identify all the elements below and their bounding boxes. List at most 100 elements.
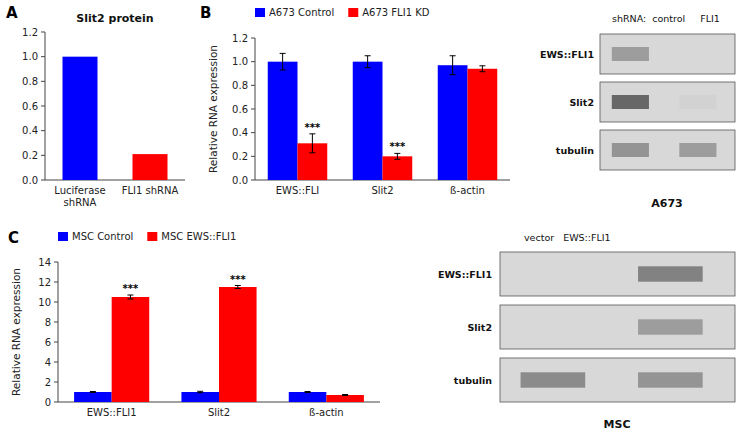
- bar-panel: 0.00.20.40.60.81.01.2EWS::FLISlit2ß-acti…: [200, 4, 510, 196]
- y-tick-label: 0.6: [232, 104, 248, 115]
- y-tick-label: 1.2: [22, 27, 38, 38]
- error-bar: [305, 392, 311, 393]
- error-cap: [450, 74, 456, 75]
- marks: [74, 286, 364, 403]
- y-tick-label: 8: [45, 317, 51, 328]
- blot-band: [638, 319, 703, 334]
- blot-panel: vector EWS::FLI1EWS::FLI1Slit2tubulinMSC: [438, 232, 735, 431]
- y-tick: [54, 262, 58, 263]
- y-tick-label: 0.8: [232, 80, 248, 91]
- blot-row-label: EWS::FLI1: [438, 269, 492, 280]
- error-cap: [479, 65, 485, 66]
- y-tick: [41, 81, 45, 82]
- error-cap: [479, 71, 485, 72]
- error-cap: [127, 299, 133, 300]
- blot-label: A673: [651, 197, 682, 210]
- blot-band: [679, 143, 716, 157]
- y-tick-label: 6: [45, 337, 51, 348]
- y-tick: [41, 155, 45, 156]
- y-tick-label: 0.4: [22, 125, 38, 136]
- legend-label: MSC EWS::FLI1: [161, 231, 236, 242]
- bar: [63, 57, 98, 180]
- error-stem: [312, 134, 313, 153]
- bar: [181, 392, 219, 402]
- blot-band: [612, 95, 649, 109]
- x-tick-label: EWS::FLI: [276, 185, 320, 196]
- blot-panel: shRNA: control FLI1EWS::FLI1Slit2tubulin…: [540, 13, 735, 210]
- x-tick-label: ß-actin: [309, 407, 344, 418]
- mark-labels: ******: [123, 274, 247, 295]
- title: Slit2 protein: [76, 12, 153, 25]
- error-stem: [452, 56, 453, 75]
- error-stem: [367, 56, 368, 68]
- error-cap: [450, 55, 456, 56]
- y-tick: [251, 109, 255, 110]
- y-tick: [54, 362, 58, 363]
- error-cap: [365, 55, 371, 56]
- y-tick-label: 10: [38, 297, 51, 308]
- marks: [63, 57, 168, 180]
- significance: ***: [230, 274, 246, 285]
- y-tick-label: 1.2: [232, 33, 248, 44]
- error-stem: [130, 295, 131, 299]
- error-cap: [342, 394, 348, 395]
- figure: 0.0 0.2 0.4 0.6 0.8 1.0 1.2 LuciferaseshRNA FLI1…: [0, 0, 745, 441]
- mark-labels: ******: [305, 122, 406, 153]
- y-tick-label: 1.0: [22, 51, 38, 62]
- bar: [383, 156, 413, 180]
- error-bar: [127, 295, 133, 299]
- error-bar: [342, 395, 348, 396]
- error-cap: [309, 152, 315, 153]
- y-tick-label: 0.2: [232, 151, 248, 162]
- error-cap: [127, 295, 133, 296]
- y-tick: [41, 130, 45, 131]
- y-tick-label: 2: [45, 377, 51, 388]
- y-tick-label: 0: [45, 397, 51, 408]
- legend-swatch: [58, 232, 68, 241]
- error-stem: [282, 53, 283, 70]
- bar: [133, 154, 168, 180]
- significance: ***: [390, 141, 406, 152]
- y-axis: [45, 32, 46, 180]
- y-tick: [251, 85, 255, 86]
- error-cap: [394, 159, 400, 160]
- error-bar: [280, 53, 286, 70]
- x-tick-label: LuciferaseshRNA: [54, 185, 105, 208]
- bar: [219, 287, 257, 402]
- blot-row-label: Slit2: [569, 97, 594, 108]
- legend-swatch: [348, 8, 358, 17]
- blot-header: shRNA: control FLI1: [612, 13, 720, 24]
- error-bar: [450, 56, 456, 75]
- blot-band: [638, 266, 703, 281]
- y-tick-label: 0.0: [22, 175, 38, 186]
- y-tick-label: 0.2: [22, 150, 38, 161]
- y-tick: [41, 180, 45, 181]
- y-axis-label: Relative RNA expression: [10, 268, 22, 396]
- error-cap: [90, 391, 96, 392]
- error-bar: [479, 66, 485, 72]
- y-axis: [255, 38, 256, 180]
- error-cap: [197, 392, 203, 393]
- error-cap: [90, 392, 96, 393]
- blot-row: [600, 130, 735, 170]
- error-cap: [305, 392, 311, 393]
- blot-row: [500, 252, 735, 296]
- y-axis-label: Relative RNA expression: [207, 45, 219, 173]
- y-tick-label: 0.6: [22, 101, 38, 112]
- blot-band: [521, 372, 586, 387]
- bar-panel: 02468101214EWS::FLI1Slit2ß-actin******MS…: [8, 229, 380, 418]
- error-cap: [235, 288, 241, 289]
- y-tick: [41, 32, 45, 33]
- y-tick: [41, 56, 45, 57]
- error-cap: [280, 69, 286, 70]
- x-tick-label: Slit2: [208, 407, 230, 418]
- y-tick: [251, 132, 255, 133]
- y-tick-label: 0.4: [232, 127, 248, 138]
- blot-band: [612, 47, 649, 61]
- panel-letter: A: [6, 4, 18, 22]
- bar: [438, 65, 468, 180]
- y-tick: [54, 282, 58, 283]
- error-cap: [280, 53, 286, 54]
- x-tick-label: FLI1 shRNA: [122, 185, 179, 196]
- bar: [268, 62, 298, 180]
